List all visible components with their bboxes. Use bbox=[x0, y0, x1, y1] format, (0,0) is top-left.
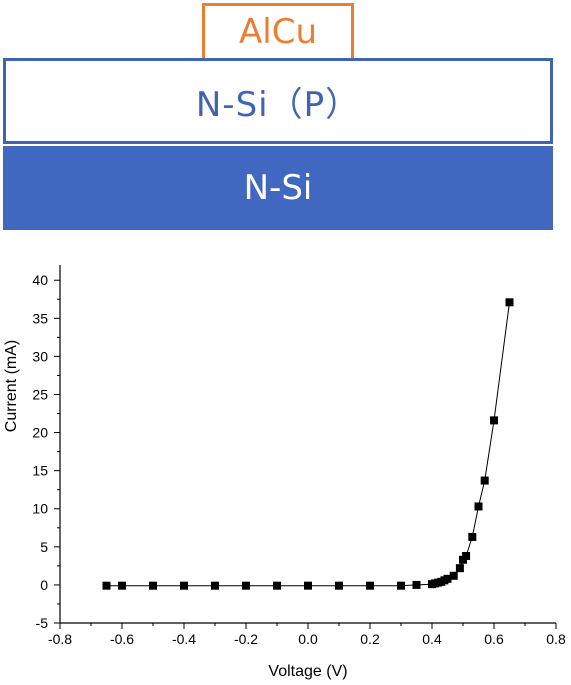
data-point bbox=[490, 416, 498, 425]
n-si-p-layer-label: N-Si（P） bbox=[195, 84, 361, 125]
y-tick-label: -5 bbox=[36, 615, 49, 631]
y-tick-label: 10 bbox=[32, 501, 48, 517]
data-point bbox=[118, 581, 126, 590]
data-point bbox=[211, 581, 219, 590]
data-point bbox=[102, 581, 111, 590]
data-point bbox=[335, 581, 343, 590]
x-tick-label: 0.6 bbox=[484, 631, 504, 647]
x-tick-label: 0.4 bbox=[422, 631, 442, 647]
x-tick-label: -0.4 bbox=[172, 631, 196, 647]
x-tick-label: 0.0 bbox=[298, 631, 318, 647]
data-point bbox=[397, 581, 405, 590]
y-tick-label: 25 bbox=[32, 386, 48, 402]
data-point bbox=[412, 580, 421, 589]
data-point bbox=[480, 476, 489, 485]
data-point bbox=[242, 581, 250, 590]
data-point bbox=[462, 551, 471, 560]
x-tick-label: 0.8 bbox=[546, 631, 566, 647]
n-si-layer: N-Si bbox=[3, 146, 553, 230]
iv-chart: -0.8 -0.6 -0.4 -0.2 0.0 0.2 0.4 0.6 0.8 -5 0 5 10 15 2… bbox=[3, 265, 566, 680]
data-point bbox=[180, 581, 188, 590]
data-point bbox=[505, 298, 514, 307]
alcu-layer: AlCu bbox=[202, 3, 354, 61]
n-si-layer-label: N-Si bbox=[243, 168, 313, 208]
y-tick-label: 40 bbox=[32, 272, 48, 288]
data-point bbox=[273, 581, 281, 590]
y-tick-label: 35 bbox=[32, 310, 48, 326]
data-point bbox=[468, 532, 477, 541]
y-tick-label: 15 bbox=[32, 463, 48, 479]
data-point bbox=[366, 581, 374, 590]
y-tick-label: 0 bbox=[40, 577, 48, 593]
y-tick-label: 30 bbox=[32, 348, 48, 364]
x-axis-title: Voltage (V) bbox=[268, 663, 347, 680]
data-point bbox=[455, 564, 464, 573]
data-point bbox=[449, 571, 458, 580]
data-point bbox=[304, 581, 312, 590]
data-point bbox=[149, 581, 157, 590]
chart-ticks: -0.8 -0.6 -0.4 -0.2 0.0 0.2 0.4 0.6 0.8 -5 0 5 10 15 2… bbox=[32, 272, 566, 647]
x-tick-label: -0.2 bbox=[234, 631, 258, 647]
y-axis-title: Current (mA) bbox=[3, 340, 20, 432]
n-si-p-layer: N-Si（P） bbox=[3, 58, 553, 144]
data-point bbox=[474, 502, 483, 511]
data-point bbox=[443, 574, 452, 583]
y-tick-label: 5 bbox=[40, 539, 48, 555]
chart-series bbox=[102, 298, 514, 590]
series-line bbox=[106, 302, 510, 587]
alcu-layer-label: AlCu bbox=[239, 12, 317, 52]
chart-axes bbox=[59, 265, 556, 624]
y-tick-label: 20 bbox=[32, 425, 48, 441]
x-tick-label: -0.8 bbox=[48, 631, 72, 647]
x-tick-label: -0.6 bbox=[110, 631, 134, 647]
x-tick-label: 0.2 bbox=[360, 631, 380, 647]
